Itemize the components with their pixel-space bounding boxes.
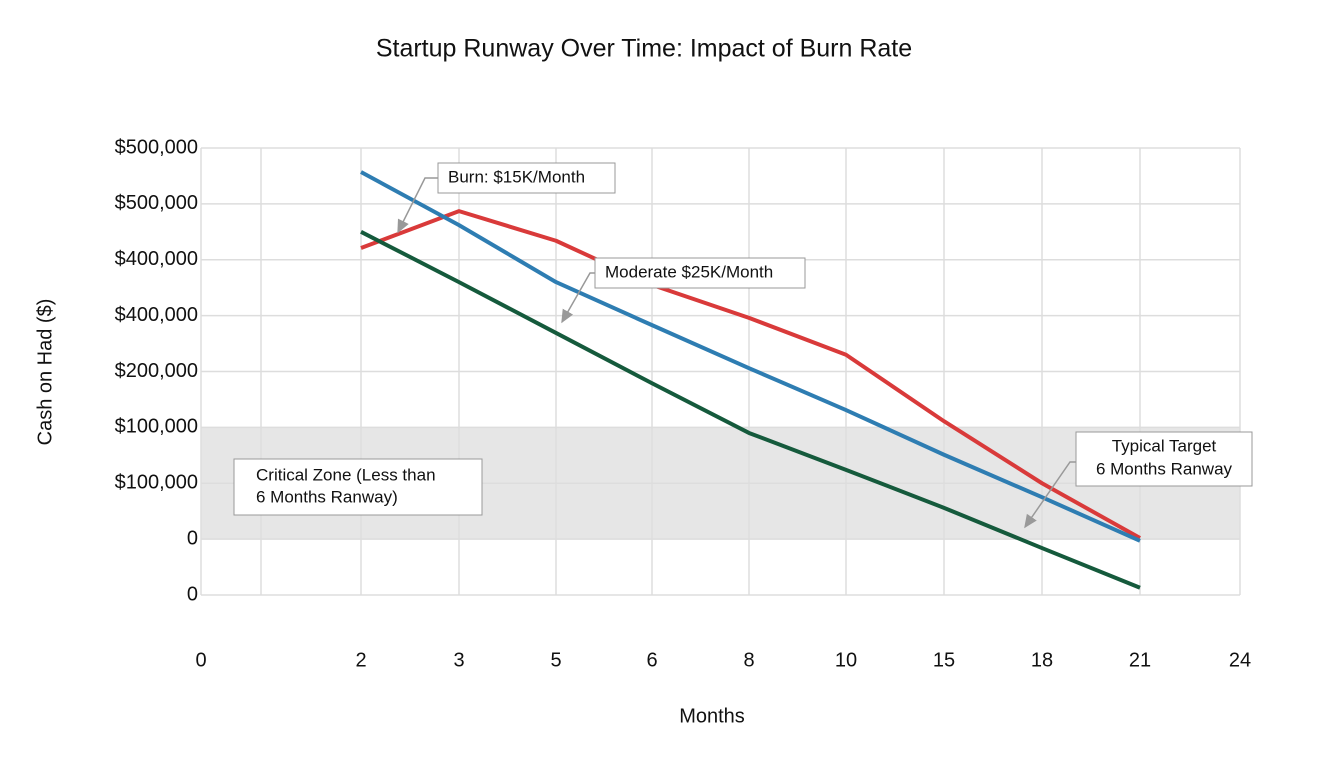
annotation-box [437,162,616,194]
y-tick-label: $100,000 [115,472,198,494]
annotation-arrow [1024,461,1076,529]
y-tick-label: $400,000 [115,248,198,270]
y-tick-label: $400,000 [115,304,198,326]
annotation: Burn: $15K/Month [397,162,616,234]
y-tick-label: $200,000 [115,360,198,382]
series-line [360,230,1141,590]
y-tick-label: $500,000 [115,192,198,214]
label-box [233,458,483,516]
annotation-arrow [561,272,595,324]
y-tick-label: $100,000 [115,416,198,438]
annotation-arrow [397,177,438,234]
annotation: Typical Target 6 Months Ranway [1024,431,1253,529]
band-label-text: Critical Zone (Less than [256,465,436,484]
x-tick-label: 5 [550,649,561,671]
x-tick-label: 0 [195,649,206,671]
y-tick-label: $500,000 [115,136,198,158]
x-tick-label: 10 [835,649,857,671]
annotation-box [594,257,806,289]
x-tick-label: 15 [933,649,955,671]
x-tick-label: 24 [1229,649,1251,671]
annotation-text: Moderate $25K/Month [605,262,773,281]
x-tick-label: 18 [1031,649,1053,671]
y-axis-label: Cash on Had ($) [34,299,56,446]
x-axis-label: Months [679,705,745,727]
x-tick-label: 3 [453,649,464,671]
series-line [360,209,1141,540]
y-tick-label: 0 [187,583,198,605]
x-tick-label: 6 [646,649,657,671]
chart-title: Startup Runway Over Time: Impact of Burn… [376,35,912,63]
x-tick-label: 8 [743,649,754,671]
annotation: Moderate $25K/Month [561,257,806,324]
band-label-text: 6 Months Ranway) [256,487,398,506]
x-tick-label: 2 [355,649,366,671]
annotation-text: 6 Months Ranway [1096,459,1233,478]
annotation-text: Typical Target [1112,436,1217,455]
annotation-box [1075,431,1253,487]
y-tick-label: 0 [187,527,198,549]
series-line [360,170,1141,543]
annotation-text: Burn: $15K/Month [448,167,585,186]
band-label: Critical Zone (Less than 6 Months Ranway) [233,458,483,516]
x-tick-label: 21 [1129,649,1151,671]
